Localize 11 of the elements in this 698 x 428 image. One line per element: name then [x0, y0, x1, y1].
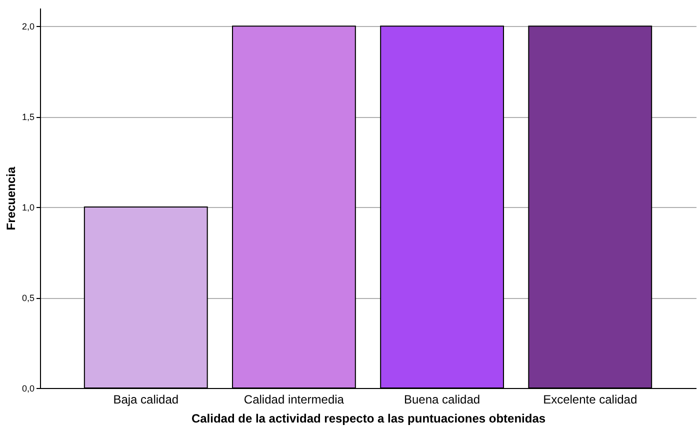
x-tick-label: Excelente calidad	[543, 392, 638, 406]
y-tick-label: 0,5	[22, 293, 34, 304]
x-tick-label: Calidad intermedia	[244, 392, 344, 406]
x-tick-label: Buena calidad	[404, 392, 480, 406]
y-tick-label: 1,5	[22, 112, 34, 122]
y-tick-label: 2,0	[22, 22, 34, 32]
y-tick-label: 0,0	[22, 384, 34, 394]
x-axis-title: Calidad de la actividad respecto a las puntuaciones obtenidas	[191, 412, 546, 426]
x-tick-label: Baja calidad	[113, 392, 179, 406]
y-axis-title: Frecuencia	[4, 166, 18, 230]
y-tick-label: 1,0	[22, 202, 34, 213]
